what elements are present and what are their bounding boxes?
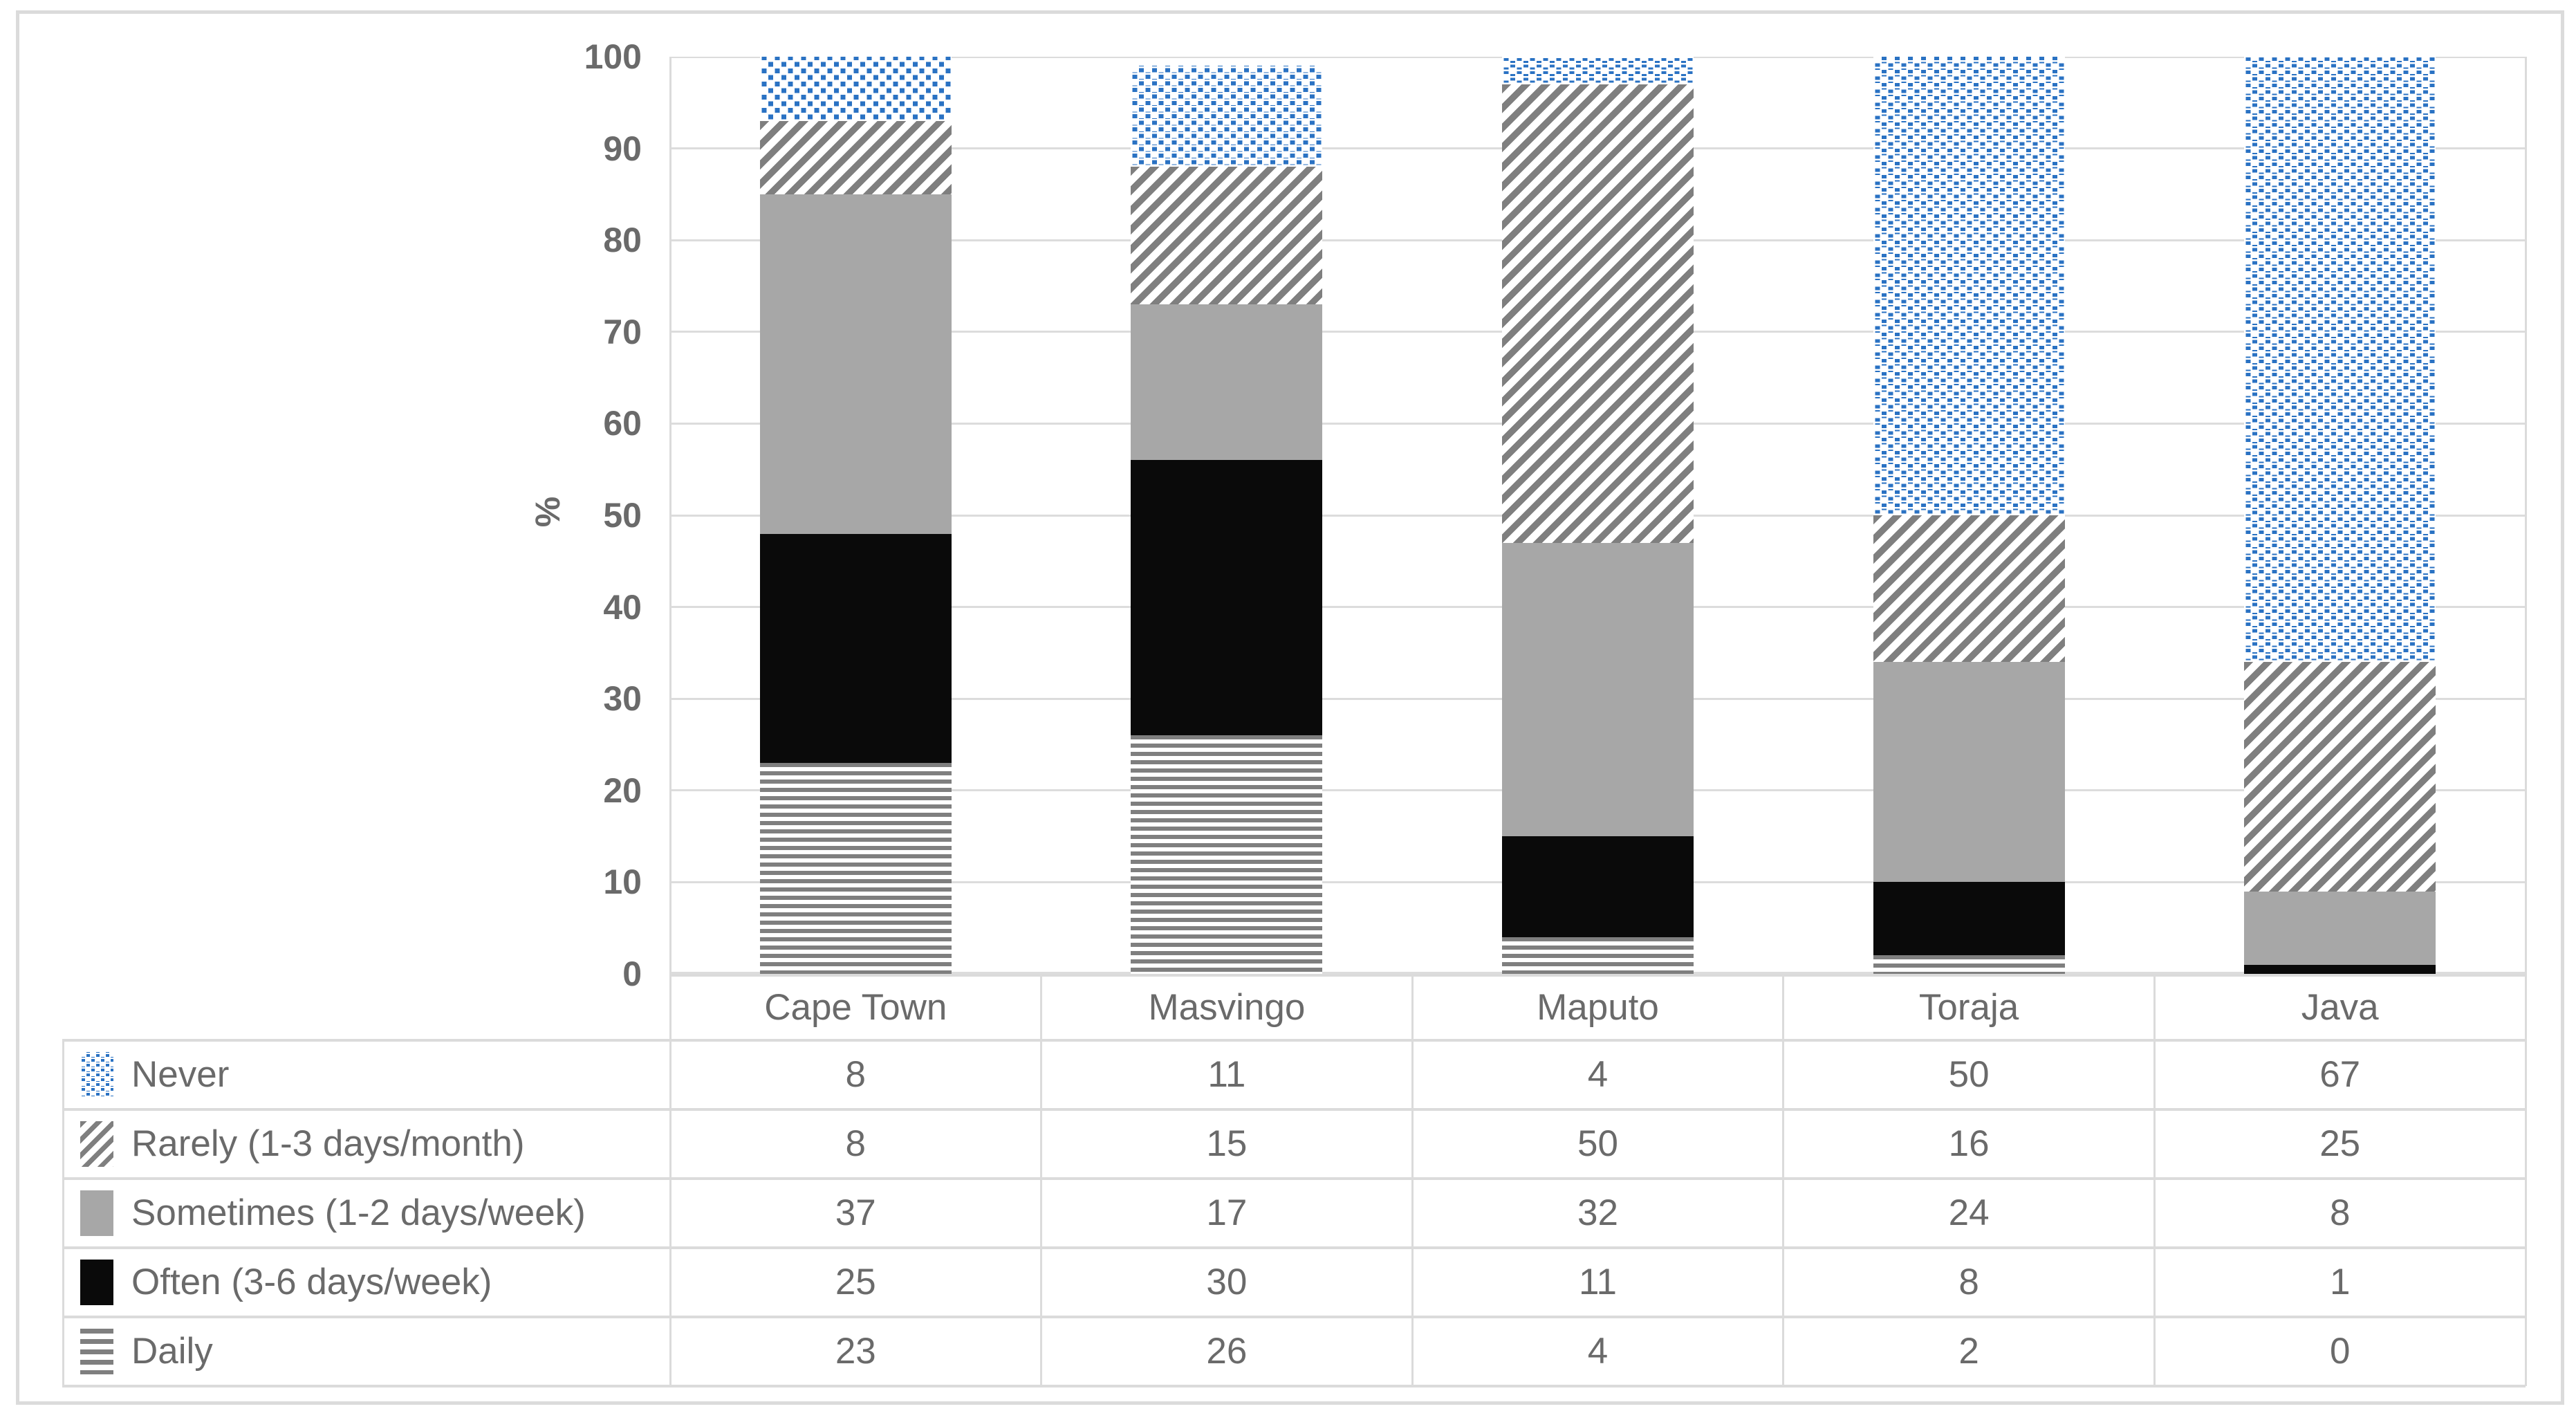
bar-segment-daily-maputo	[1502, 937, 1694, 974]
value-cell-cape-town-sometimes-1-2-days-week: 37	[835, 1192, 876, 1233]
bar-segment-sometimes-1-2-days-week-java	[2244, 891, 2436, 965]
bar-segment-never-java	[2244, 57, 2436, 663]
value-cell-maputo-rarely-1-3-days-month: 50	[1577, 1123, 1618, 1164]
value-cell-maputo-often-3-6-days-week: 11	[1578, 1261, 1617, 1302]
bar-segment-rarely-1-3-days-month-maputo	[1502, 84, 1694, 543]
bar-segment-sometimes-1-2-days-week-maputo	[1502, 542, 1694, 837]
bar-column-maputo	[1502, 57, 1694, 974]
legend-label-rarely-1-3-days-month: Rarely (1-3 days/month)	[131, 1123, 525, 1164]
bar-segment-often-3-6-days-week-cape-town	[759, 533, 952, 764]
legend-cell-never: Never	[62, 1040, 670, 1109]
bar-segment-rarely-1-3-days-month-toraja	[1873, 515, 2065, 663]
bar-segment-daily-toraja	[1873, 955, 2065, 974]
plot-area	[670, 57, 2526, 974]
value-cell-masvingo-often-3-6-days-week: 30	[1206, 1261, 1248, 1302]
bar-segment-daily-cape-town	[759, 763, 952, 974]
bar-segment-often-3-6-days-week-toraja	[1873, 882, 2065, 956]
category-label-toraja: Toraja	[1918, 986, 2019, 1028]
bar-segment-sometimes-1-2-days-week-masvingo	[1131, 304, 1323, 461]
bar-column-toraja	[1873, 57, 2065, 974]
value-cell-maputo-never: 4	[1587, 1053, 1609, 1095]
legend-key-sometimes-1-2-days-week-icon	[80, 1190, 113, 1236]
bar-segment-never-masvingo	[1131, 66, 1323, 167]
value-cell-masvingo-never: 11	[1207, 1053, 1246, 1095]
value-cell-java-daily: 0	[2329, 1330, 2351, 1372]
value-cell-java-rarely-1-3-days-month: 25	[2319, 1123, 2361, 1164]
legend-label-daily: Daily	[131, 1330, 213, 1372]
category-label-java: Java	[2301, 986, 2379, 1028]
legend-cell-often-3-6-days-week: Often (3-6 days/week)	[62, 1248, 670, 1317]
bar-segment-rarely-1-3-days-month-cape-town	[759, 120, 952, 194]
category-label-maputo: Maputo	[1537, 986, 1659, 1028]
value-cell-maputo-daily: 4	[1587, 1330, 1609, 1372]
value-cell-cape-town-daily: 23	[835, 1330, 876, 1372]
bar-segment-often-3-6-days-week-masvingo	[1131, 460, 1323, 736]
bar-segment-rarely-1-3-days-month-java	[2244, 662, 2436, 892]
bar-segment-daily-masvingo	[1131, 735, 1323, 974]
value-cell-toraja-never: 50	[1948, 1053, 1990, 1095]
value-cell-cape-town-rarely-1-3-days-month: 8	[845, 1123, 867, 1164]
bar-segment-rarely-1-3-days-month-masvingo	[1131, 167, 1323, 305]
legend-cell-rarely-1-3-days-month: Rarely (1-3 days/month)	[62, 1109, 670, 1179]
legend-label-sometimes-1-2-days-week: Sometimes (1-2 days/week)	[131, 1192, 586, 1233]
value-cell-masvingo-rarely-1-3-days-month: 15	[1206, 1123, 1248, 1164]
category-label-masvingo: Masvingo	[1148, 986, 1306, 1028]
value-cell-toraja-often-3-6-days-week: 8	[1958, 1261, 1979, 1302]
value-cell-java-often-3-6-days-week: 1	[2329, 1261, 2351, 1302]
legend-key-often-3-6-days-week-icon	[80, 1260, 113, 1305]
bar-segment-never-toraja	[1873, 57, 2065, 515]
bar-segment-never-maputo	[1502, 57, 1694, 84]
category-label-cape-town: Cape Town	[764, 986, 947, 1028]
value-cell-cape-town-often-3-6-days-week: 25	[835, 1261, 876, 1302]
value-cell-toraja-daily: 2	[1958, 1330, 1979, 1372]
value-cell-masvingo-daily: 26	[1206, 1330, 1248, 1372]
legend-label-often-3-6-days-week: Often (3-6 days/week)	[131, 1261, 492, 1302]
legend-key-daily-icon	[80, 1329, 113, 1374]
bar-column-masvingo	[1131, 57, 1323, 974]
bar-segment-sometimes-1-2-days-week-toraja	[1873, 662, 2065, 883]
bar-segment-often-3-6-days-week-maputo	[1502, 836, 1694, 937]
value-cell-masvingo-sometimes-1-2-days-week: 17	[1206, 1192, 1248, 1233]
value-cell-cape-town-never: 8	[845, 1053, 867, 1095]
bar-segment-often-3-6-days-week-java	[2244, 964, 2436, 974]
legend-key-rarely-1-3-days-month-icon	[80, 1121, 113, 1167]
value-cell-toraja-rarely-1-3-days-month: 16	[1948, 1123, 1990, 1164]
value-cell-maputo-sometimes-1-2-days-week: 32	[1577, 1192, 1618, 1233]
legend-cell-daily: Daily	[62, 1317, 670, 1386]
bar-segment-sometimes-1-2-days-week-cape-town	[759, 194, 952, 534]
value-cell-toraja-sometimes-1-2-days-week: 24	[1948, 1192, 1990, 1233]
bar-column-java	[2244, 57, 2436, 974]
bar-segment-never-cape-town	[759, 57, 952, 121]
value-cell-java-never: 67	[2319, 1053, 2361, 1095]
value-cell-java-sometimes-1-2-days-week: 8	[2329, 1192, 2351, 1233]
legend-key-never-icon	[80, 1052, 113, 1098]
bar-column-cape-town	[759, 57, 952, 974]
legend-label-never: Never	[131, 1053, 230, 1095]
legend-cell-sometimes-1-2-days-week: Sometimes (1-2 days/week)	[62, 1179, 670, 1248]
